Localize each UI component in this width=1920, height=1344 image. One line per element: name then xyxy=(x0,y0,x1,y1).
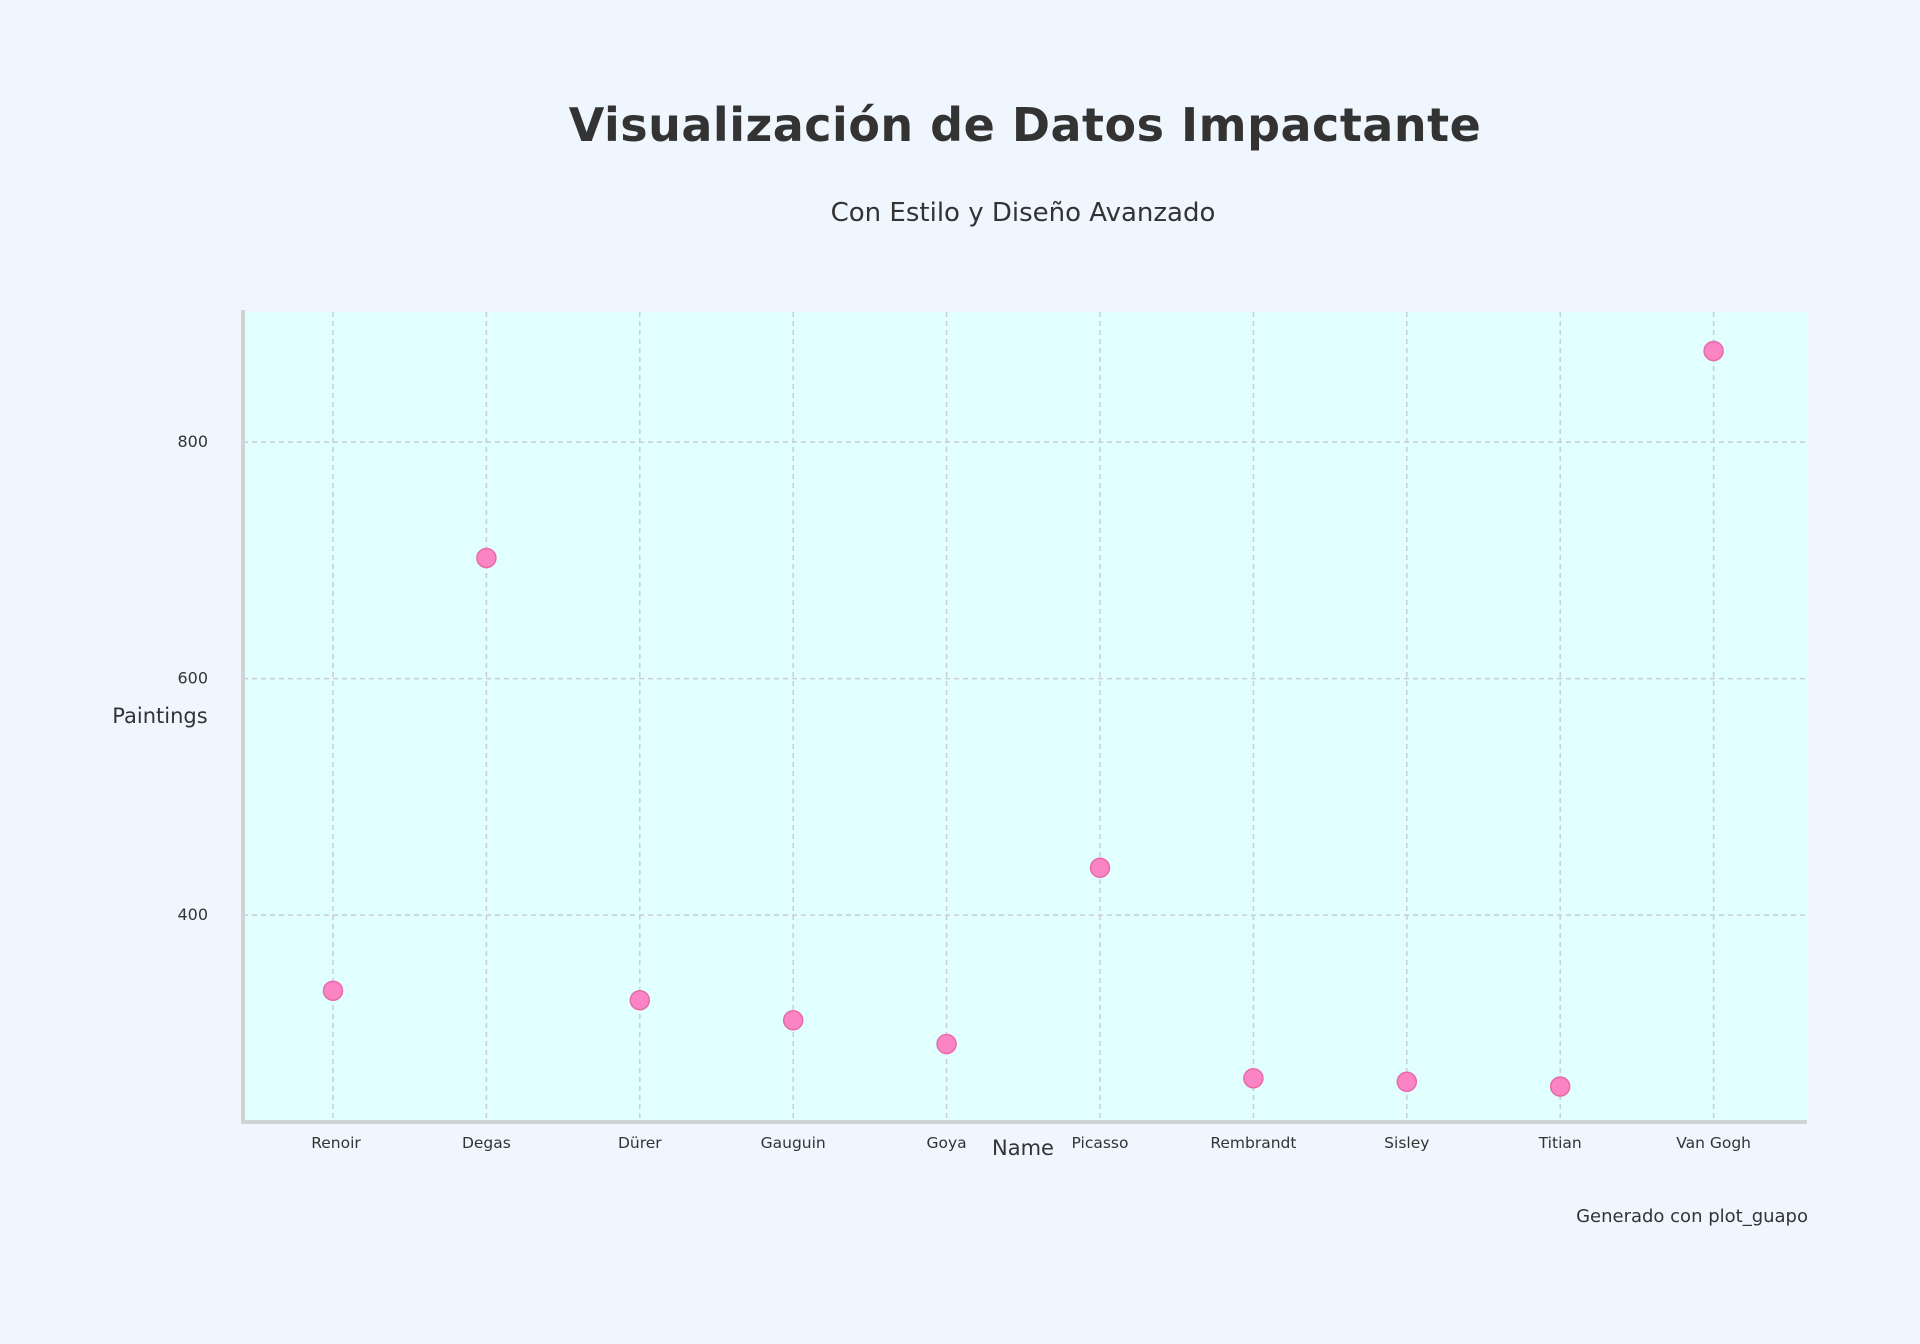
scatter-point-titian xyxy=(1549,1076,1571,1097)
x-tick-label: Sisley xyxy=(1384,1134,1429,1152)
scatter-point-degas xyxy=(476,547,497,569)
x-tick-label: Renoir xyxy=(311,1134,361,1152)
x-tick-labels: Renoir Degas Dürer Gauguin Goya Picasso Rembra… xyxy=(311,1134,1751,1152)
y-tick-label: 800 xyxy=(177,432,208,451)
scatter-point-rembrandt xyxy=(1243,1067,1264,1089)
y-axis-label: Paintings xyxy=(112,704,207,728)
x-tick-label: Van Gogh xyxy=(1676,1134,1751,1152)
y-tick-label: 600 xyxy=(177,669,208,688)
scatter-point-renoir xyxy=(322,980,344,1001)
y-tick-labels: 400 600 800 xyxy=(177,432,208,924)
x-tick-label: Gauguin xyxy=(761,1134,826,1152)
chart-subtitle: Con Estilo y Diseño Avanzado xyxy=(830,198,1216,228)
scatter-point-d-rer xyxy=(629,989,651,1011)
scatter-point-picasso xyxy=(1089,857,1111,879)
x-tick-label: Dürer xyxy=(618,1134,662,1152)
scatter-point-gauguin xyxy=(782,1010,804,1031)
data-points xyxy=(322,340,1724,1097)
footer-credit: Generado con plot_guapo xyxy=(1576,1206,1808,1227)
x-tick-label: Picasso xyxy=(1072,1134,1129,1152)
x-tick-label: Degas xyxy=(462,1134,511,1152)
plot-area xyxy=(243,312,1807,1122)
y-tick-label: 400 xyxy=(177,905,208,924)
x-tick-label: Titian xyxy=(1538,1134,1582,1152)
x-axis-label: Name xyxy=(992,1136,1054,1160)
x-gridlines xyxy=(332,312,1715,1122)
x-tick-label: Rembrandt xyxy=(1210,1134,1296,1152)
scatter-point-sisley xyxy=(1396,1071,1418,1093)
axes xyxy=(241,310,1807,1124)
scatter-point-van-gogh xyxy=(1703,340,1724,362)
x-tick-label: Goya xyxy=(927,1134,967,1152)
chart-title: Visualización de Datos Impactante xyxy=(568,98,1482,152)
scatter-point-goya xyxy=(936,1033,957,1055)
